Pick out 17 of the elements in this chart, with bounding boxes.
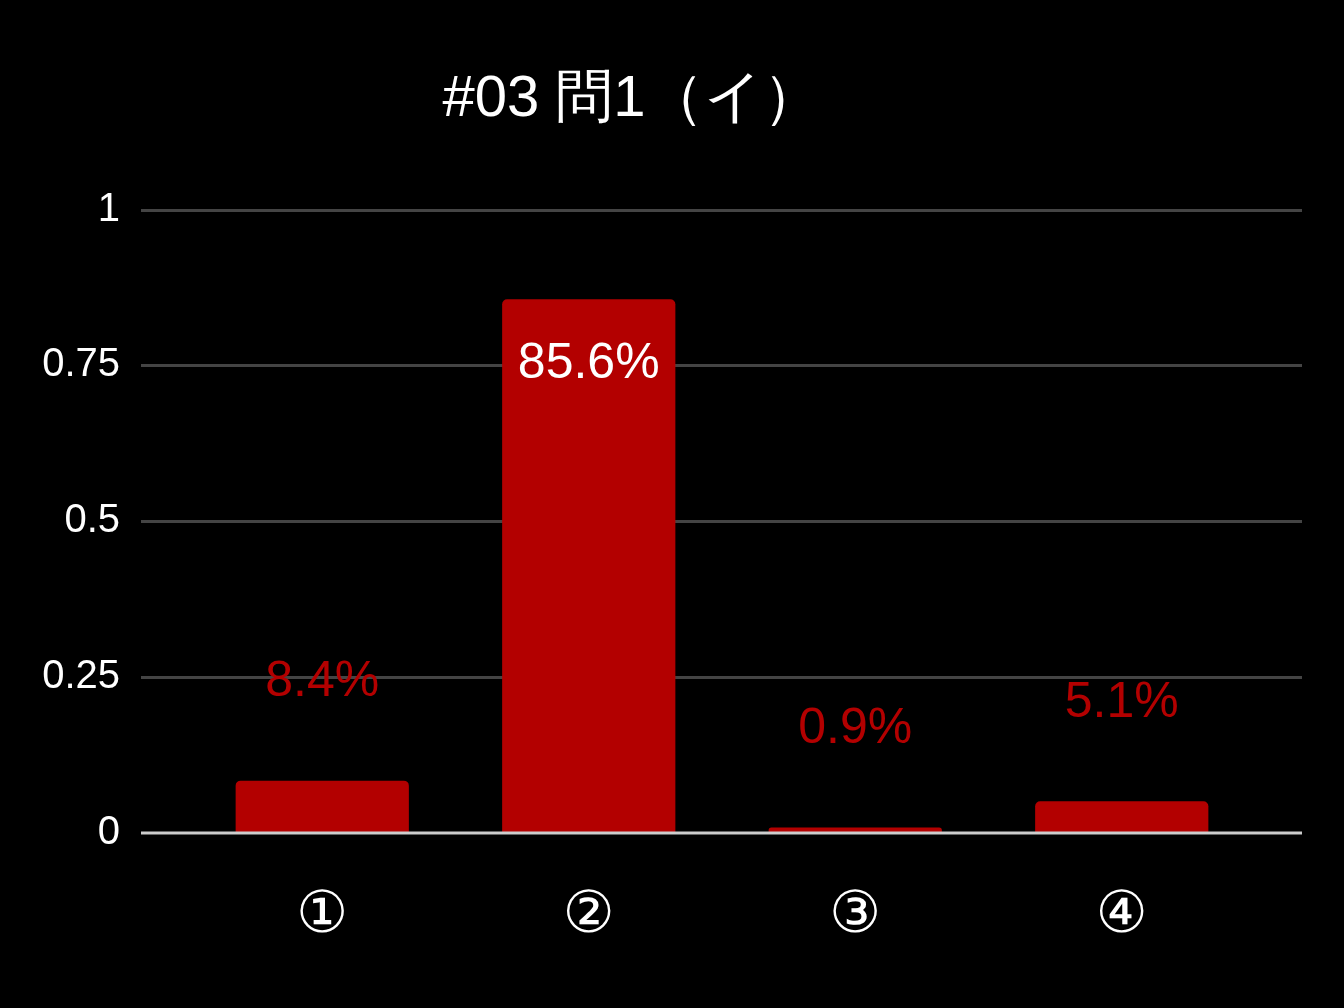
y-tick-label: 0.25 [42, 652, 120, 697]
x-tick-label: ① [296, 878, 349, 944]
y-tick-label: 0 [97, 808, 120, 853]
y-tick-label: 1 [97, 184, 120, 229]
y-tick-label: 0.5 [64, 496, 120, 541]
data-label: 5.1% [1064, 671, 1179, 728]
data-label: 0.9% [798, 698, 913, 755]
x-tick-label: ③ [829, 878, 882, 944]
bar [502, 299, 676, 833]
data-label: 8.4% [265, 651, 380, 708]
chart-title: #03 問1（イ） [442, 62, 821, 128]
x-tick-label: ④ [1095, 878, 1148, 944]
x-tick-label: ② [562, 878, 615, 944]
bar [235, 780, 409, 833]
y-tick-label: 0.75 [42, 340, 120, 385]
data-label: 85.6% [517, 333, 660, 390]
bar [1035, 801, 1209, 833]
